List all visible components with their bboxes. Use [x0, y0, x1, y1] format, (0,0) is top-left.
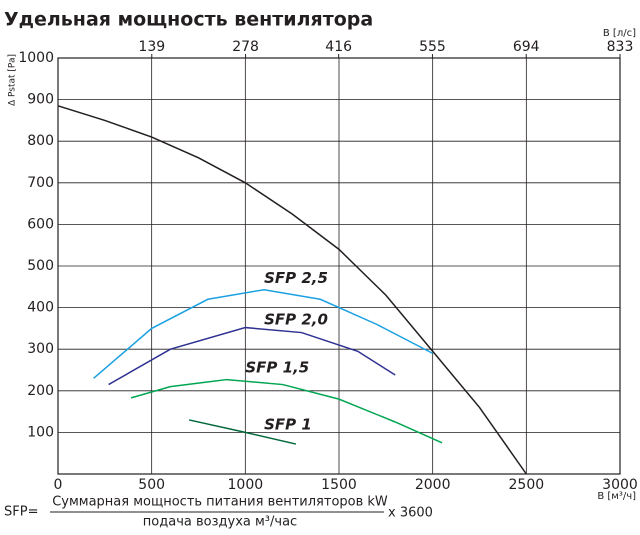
series-label: SFP 1: [264, 415, 312, 433]
formula-numerator: Суммарная мощность питания вентиляторов …: [52, 495, 388, 510]
y-tick-label: 1000: [18, 50, 54, 66]
x2-tick-label: 278: [232, 39, 259, 55]
series-label: SFP 1,5: [245, 358, 309, 376]
y-tick-label: 700: [27, 175, 54, 191]
x-axis-label: B [м³/ч]: [597, 491, 636, 502]
chart-title: Удельная мощность вентилятора: [4, 9, 373, 31]
x2-tick-label: 416: [325, 39, 352, 55]
x-tick-label: 2500: [509, 477, 545, 493]
x2-tick-label: 139: [138, 39, 165, 55]
x-tick-label: 3000: [602, 477, 638, 493]
formula-factor: x 3600: [388, 506, 433, 521]
y-tick-label: 500: [27, 258, 54, 274]
y-tick-label: 400: [27, 300, 54, 316]
series-line: [93, 288, 434, 379]
x-tick-label: 1500: [321, 477, 357, 493]
x2-tick-label: 833: [607, 39, 634, 55]
x2-tick-label: 694: [513, 39, 540, 55]
y-tick-label: 100: [27, 424, 54, 440]
x-tick-label: 1000: [228, 477, 264, 493]
y-tick-label: 900: [27, 92, 54, 108]
y-tick-label: 600: [27, 216, 54, 232]
series-label: SFP 2,5: [264, 269, 328, 287]
x-tick-label: 2000: [415, 477, 451, 493]
series-line: [57, 105, 527, 475]
x-tick-label: 0: [54, 477, 63, 493]
y-tick-label: 200: [27, 383, 54, 399]
formula-lhs: SFP=: [4, 505, 38, 520]
series-line: [108, 326, 396, 386]
x2-axis-label: B [л/с]: [603, 28, 636, 39]
x-tick-label: 500: [138, 477, 165, 493]
y-tick-label: 300: [27, 341, 54, 357]
y-axis-label: Δ Pstat [Pa]: [8, 54, 18, 106]
series-line: [188, 419, 297, 445]
series-label: SFP 2,0: [264, 311, 328, 329]
formula-denominator: подача воздуха м³/час: [143, 515, 297, 530]
y-tick-label: 800: [27, 133, 54, 149]
x2-tick-label: 555: [419, 39, 446, 55]
series-line: [130, 378, 443, 444]
